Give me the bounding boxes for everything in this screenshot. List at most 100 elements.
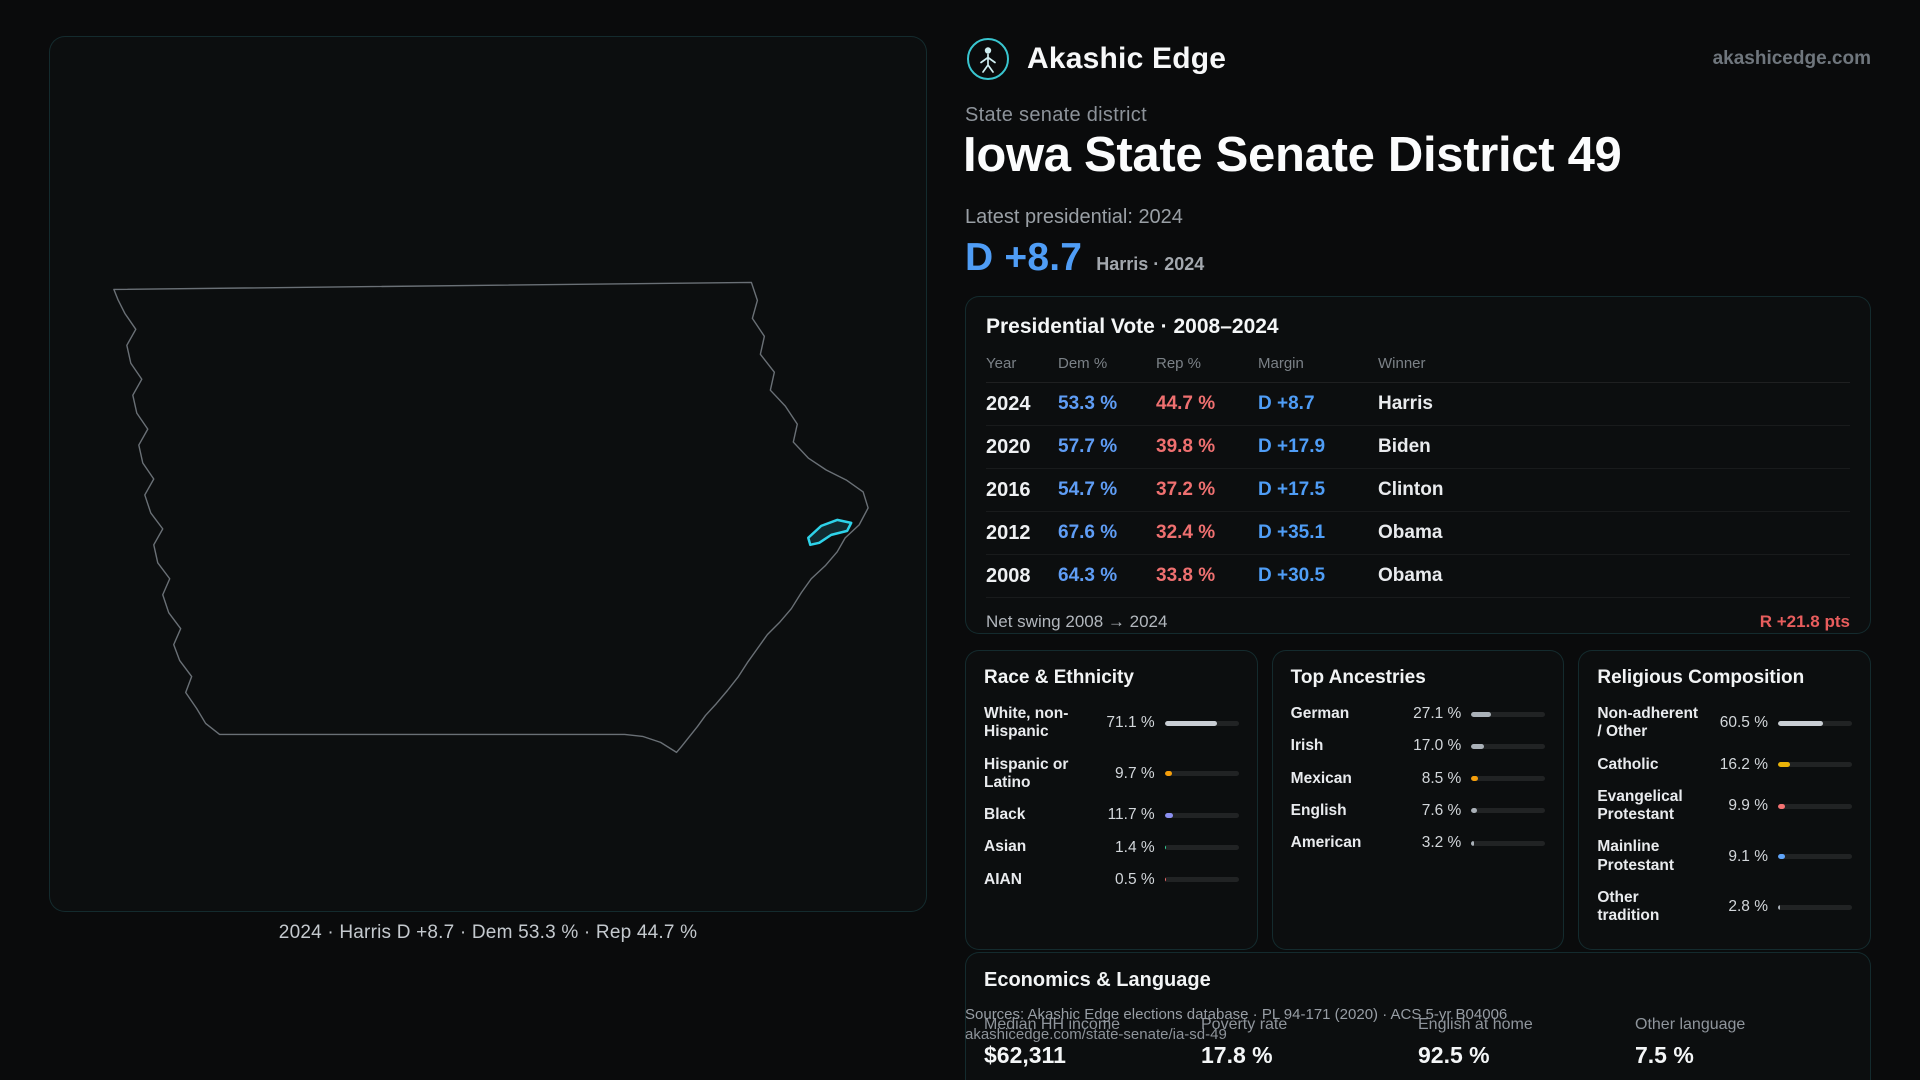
presidential-vote-title: Presidential Vote · 2008–2024 — [986, 315, 1279, 338]
economics-title: Economics & Language — [984, 969, 1211, 991]
bar-fill — [1164, 771, 1172, 777]
list-item: German 27.1 % — [1291, 698, 1546, 730]
rep-cell: 44.7 % — [1156, 392, 1216, 414]
religious-composition-card: Religious Composition Non-adherent / Oth… — [1578, 650, 1872, 950]
margin-cell: D +30.5 — [1258, 564, 1326, 586]
top-ancestries-title: Top Ancestries — [1290, 667, 1426, 688]
religion-label: Mainline Protestant — [1597, 838, 1674, 874]
bar-fill — [1471, 808, 1477, 814]
iowa-map — [113, 281, 869, 754]
col-year: Year — [986, 355, 1017, 372]
margin-cell: D +17.9 — [1258, 435, 1326, 457]
margin-cell: D +35.1 — [1258, 521, 1326, 543]
ancestry-bar — [1471, 743, 1546, 749]
margin-cell: D +17.5 — [1258, 478, 1326, 500]
stat-label: Median HH income — [984, 1016, 1121, 1033]
race-bar — [1164, 720, 1239, 726]
table-row: 2008 64.3 % 33.8 % D +30.5 Obama — [986, 555, 1850, 598]
permalink[interactable]: akashicedge.com/state-senate/ia-sd-49 — [965, 1026, 1227, 1043]
bar-fill — [1778, 854, 1785, 860]
winner-cell: Obama — [1378, 521, 1443, 543]
religion-bar — [1778, 762, 1853, 768]
stat-value: 7.5 % — [1635, 1042, 1694, 1068]
stat-label: Poverty rate — [1201, 1016, 1288, 1033]
col-rep: Rep % — [1156, 355, 1202, 372]
table-row: 2024 53.3 % 44.7 % D +8.7 Harris — [986, 383, 1850, 426]
top-ancestries-card: Top Ancestries German 27.1 % Irish 17.0 … — [1271, 650, 1565, 950]
race-value: 0.5 % — [1115, 870, 1155, 888]
brand-name: Akashic Edge — [1027, 42, 1227, 75]
stat-value: $62,311 — [984, 1042, 1066, 1068]
bar-fill — [1471, 840, 1474, 846]
religion-value: 60.5 % — [1719, 714, 1769, 732]
winner-cell: Harris — [1378, 392, 1433, 414]
ancestry-value: 8.5 % — [1421, 769, 1462, 787]
list-item: Evangelical Protestant 9.9 % — [1597, 781, 1853, 832]
district-49-highlight[interactable] — [807, 518, 853, 547]
ancestry-label: English — [1290, 801, 1347, 819]
ancestry-value: 7.6 % — [1421, 801, 1462, 819]
margin-note: Harris · 2024 — [1096, 254, 1205, 274]
col-margin: Margin — [1258, 355, 1304, 372]
rep-cell: 32.4 % — [1156, 521, 1216, 543]
margin-cell: D +8.7 — [1258, 392, 1315, 414]
year-cell: 2024 — [986, 393, 1031, 415]
religion-bar — [1778, 904, 1853, 910]
list-item: White, non-Hispanic 71.1 % — [984, 698, 1239, 749]
stat-other-language: Other language 7.5 % — [1635, 1016, 1852, 1069]
race-bar — [1164, 812, 1239, 818]
bar-fill — [1778, 803, 1786, 809]
net-swing-row: Net swing 2008 → 2024 R +21.8 pts — [986, 598, 1850, 632]
race-bar — [1164, 877, 1239, 883]
religion-value: 9.1 % — [1728, 847, 1769, 865]
race-label: Black — [984, 806, 1026, 824]
religion-value: 2.8 % — [1728, 898, 1769, 916]
stat-english-at-home: English at home 92.5 % — [1418, 1016, 1635, 1069]
stat-label: Other language — [1635, 1016, 1746, 1033]
religion-value: 16.2 % — [1719, 755, 1769, 773]
ancestry-label: Mexican — [1290, 769, 1352, 787]
race-value: 9.7 % — [1115, 764, 1155, 782]
list-item: Catholic 16.2 % — [1597, 749, 1853, 781]
rep-cell: 37.2 % — [1156, 478, 1216, 500]
religion-label: Evangelical Protestant — [1597, 787, 1683, 824]
year-cell: 2020 — [986, 436, 1031, 458]
ancestry-bar — [1471, 776, 1546, 782]
brand-domain-link[interactable]: akashicedge.com — [1712, 48, 1871, 69]
dem-cell: 57.7 % — [1058, 435, 1118, 457]
latest-presidential-label: Latest presidential: 2024 — [965, 206, 1183, 228]
race-ethnicity-title: Race & Ethnicity — [984, 667, 1134, 688]
race-label: Hispanic or Latino — [984, 755, 1069, 791]
dem-cell: 54.7 % — [1058, 478, 1118, 500]
ancestry-value: 3.2 % — [1421, 834, 1462, 852]
iowa-outline-path — [113, 281, 869, 754]
religious-composition-title: Religious Composition — [1597, 667, 1805, 688]
table-row: 2020 57.7 % 39.8 % D +17.9 Biden — [986, 426, 1850, 469]
demographics-section: Race & Ethnicity White, non-Hispanic 71.… — [965, 650, 1872, 950]
economics-stats: Median HH income $62,311 Poverty rate 17… — [984, 1016, 1852, 1069]
race-bar — [1164, 845, 1239, 851]
list-item: AIAN 0.5 % — [984, 864, 1239, 896]
religion-value: 9.9 % — [1728, 797, 1769, 815]
headline-margin: D +8.7 Harris · 2024 — [965, 236, 1204, 280]
ancestry-label: Irish — [1290, 737, 1324, 755]
ancestry-bar — [1471, 808, 1546, 814]
stat-median-income: Median HH income $62,311 — [984, 1016, 1201, 1069]
ancestry-label: German — [1290, 705, 1350, 722]
religion-label: Non-adherent / Other — [1597, 705, 1699, 741]
district-type-kicker: State senate district — [965, 104, 1147, 126]
list-item: English 7.6 % — [1291, 795, 1546, 827]
bar-fill — [1471, 776, 1478, 782]
col-winner: Winner — [1378, 355, 1426, 372]
col-dem: Dem % — [1058, 355, 1108, 372]
page-title: Iowa State Senate District 49 — [963, 128, 1622, 182]
race-label: White, non-Hispanic — [984, 705, 1069, 741]
stat-label: English at home — [1418, 1016, 1533, 1033]
list-item: Irish 17.0 % — [1291, 730, 1546, 762]
bar-fill — [1778, 762, 1790, 768]
religion-label: Other tradition — [1597, 888, 1660, 925]
race-value: 71.1 % — [1106, 714, 1155, 732]
rep-cell: 33.8 % — [1156, 564, 1216, 586]
winner-cell: Biden — [1378, 435, 1431, 457]
